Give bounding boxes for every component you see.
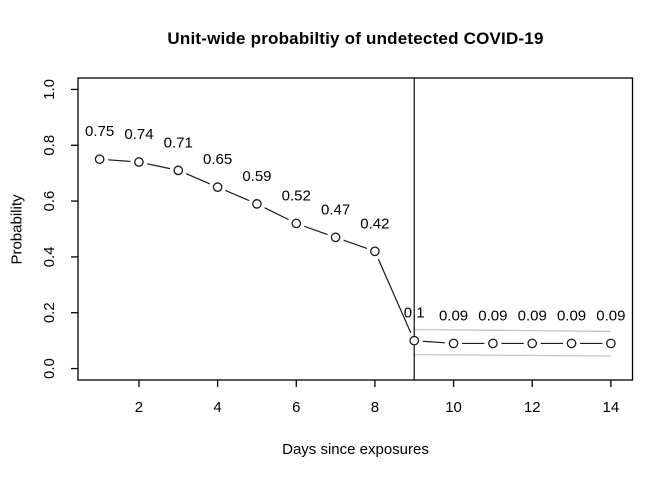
data-point (330, 232, 341, 243)
point-label: 0.09 (478, 307, 507, 324)
point-label: 0.1 (404, 305, 425, 322)
x-tick-label: 6 (292, 399, 300, 416)
y-tick-label: 0.0 (41, 358, 58, 379)
x-tick-label: 12 (524, 399, 541, 416)
series-segment (225, 189, 250, 202)
data-point (252, 199, 262, 209)
x-tick-label: 8 (371, 399, 379, 416)
series-segment (185, 173, 211, 185)
x-tick-label: 2 (135, 399, 143, 416)
point-label: 0.09 (557, 307, 586, 324)
point-label: 0.52 (282, 187, 311, 204)
series-segment (304, 225, 328, 236)
y-tick-label: 0.6 (41, 191, 58, 212)
data-point (291, 218, 302, 229)
ci-upper-line (414, 328, 611, 333)
series-segment (108, 159, 131, 163)
x-tick-label: 10 (445, 399, 462, 416)
series-segment (264, 207, 289, 221)
data-point (566, 338, 577, 349)
point-label: 0.65 (203, 151, 232, 168)
data-point (606, 338, 616, 349)
y-tick-label: 1.0 (41, 79, 58, 100)
series-segment (377, 258, 412, 334)
data-point (134, 157, 144, 167)
data-point (448, 338, 459, 349)
point-label: 0.09 (596, 307, 625, 324)
point-label: 0.71 (164, 134, 193, 151)
x-tick-label: 4 (213, 399, 221, 416)
data-point (488, 338, 498, 349)
point-label: 0.42 (360, 215, 389, 232)
plot-box (77, 77, 634, 381)
series-segment (422, 340, 446, 344)
x-axis-title: Days since exposures (282, 441, 429, 458)
series-segment (343, 239, 368, 250)
series-segment (147, 163, 171, 170)
ci-lower-line (414, 353, 611, 357)
y-tick-label: 0.8 (41, 135, 58, 156)
point-label: 0.59 (242, 168, 271, 185)
data-point (370, 246, 380, 257)
y-tick-label: 0.4 (41, 246, 58, 267)
data-point (409, 335, 420, 346)
data-point (94, 154, 105, 165)
point-label: 0.47 (321, 201, 350, 218)
point-label: 0.09 (518, 307, 547, 324)
point-label: 0.09 (439, 307, 468, 324)
data-point (527, 338, 538, 349)
data-point (173, 165, 184, 176)
chart-title: Unit-wide probabiltiy of undetected COVI… (167, 29, 544, 48)
data-point (212, 182, 223, 192)
x-tick-label: 14 (603, 399, 620, 416)
y-tick-label: 0.2 (41, 302, 58, 323)
point-label: 0.74 (124, 126, 153, 143)
point-label: 0.75 (85, 123, 114, 140)
